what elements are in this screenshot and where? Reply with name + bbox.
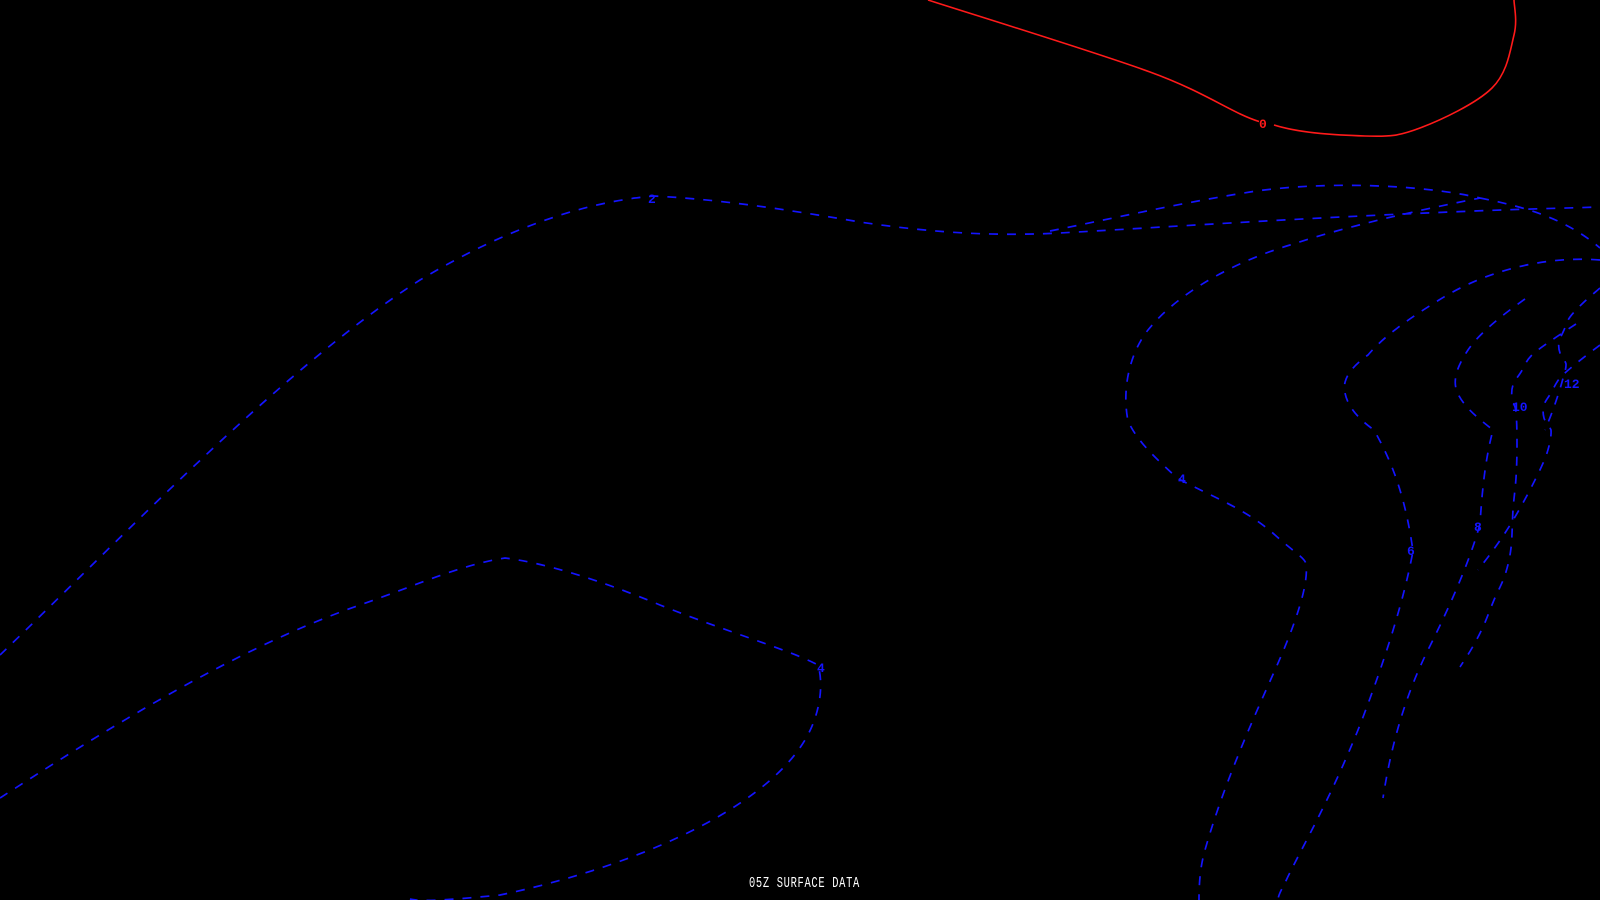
svg-text:4: 4 — [1178, 472, 1186, 487]
svg-text:0: 0 — [1259, 117, 1267, 132]
svg-text:8: 8 — [1474, 520, 1482, 535]
svg-text:4: 4 — [817, 661, 825, 676]
svg-text:05Z SURFACE DATA: 05Z SURFACE DATA — [749, 875, 860, 892]
svg-text:6: 6 — [1407, 544, 1415, 559]
svg-text:12: 12 — [1564, 377, 1580, 392]
svg-text:10: 10 — [1512, 400, 1528, 415]
svg-text:2: 2 — [648, 192, 656, 207]
